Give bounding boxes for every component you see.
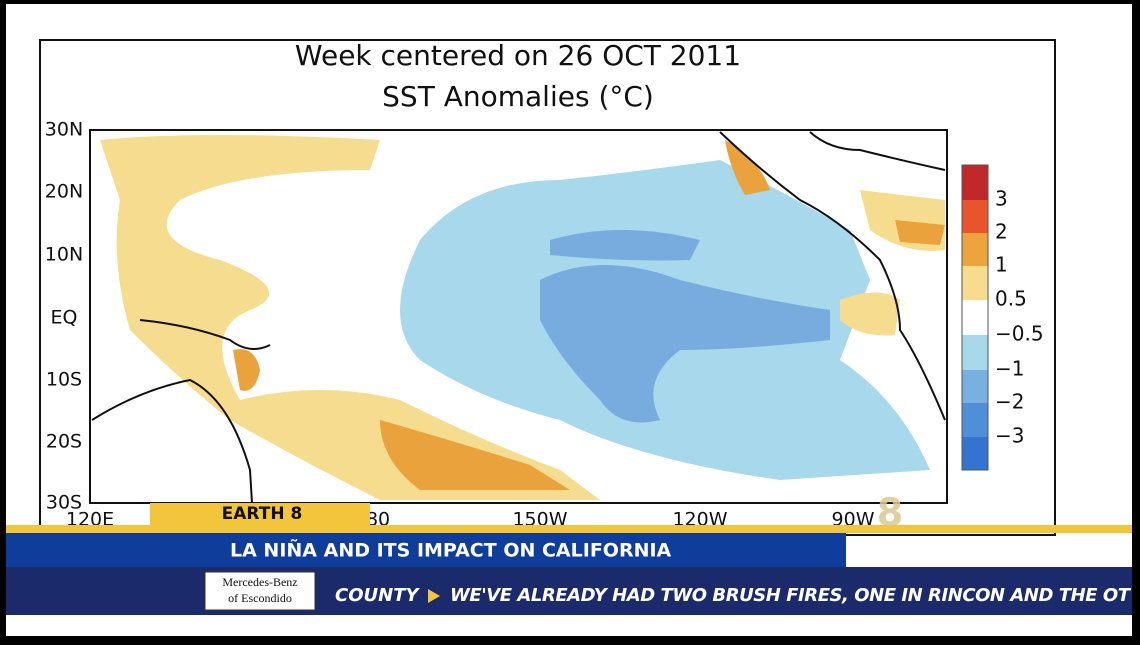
strong-cool-anomaly — [540, 265, 830, 423]
lower-third: EARTH 8 LA NIÑA AND ITS IMPACT ON CALIFO… — [6, 491, 1132, 615]
colorbar-label: −2 — [995, 390, 1024, 414]
coastline — [139, 319, 271, 350]
strong-cool-anomaly — [550, 230, 700, 261]
color-swatch — [962, 300, 988, 335]
headline: LA NIÑA AND ITS IMPACT ON CALIFORNIA — [230, 538, 672, 562]
colorbar-frame — [961, 164, 989, 471]
lat-label: 30S — [46, 492, 82, 514]
strong-warm-anomaly — [725, 140, 770, 195]
colorbar-label: 0.5 — [995, 287, 1027, 311]
warm-anomaly — [100, 135, 600, 500]
segment-label: EARTH 8 — [222, 504, 303, 524]
color-swatch — [962, 335, 988, 370]
color-swatch — [962, 403, 988, 437]
lat-label: EQ — [51, 307, 78, 329]
colorbar-label: 2 — [995, 220, 1008, 244]
color-swatch — [962, 233, 988, 266]
colorbar-label: −1 — [995, 357, 1024, 381]
warm-anomaly — [840, 292, 900, 336]
colorbar-label: 1 — [995, 253, 1008, 277]
map-subtitle: SST Anomalies (°C) — [382, 80, 654, 113]
colorbar: 3 2 1 0.5 −0.5 −1 −2 −3 — [961, 164, 1044, 471]
lat-label: 20N — [45, 181, 83, 203]
lat-label: 20S — [46, 431, 82, 453]
ticker-bar — [6, 567, 1132, 615]
color-swatch — [962, 266, 988, 300]
lat-label: 30N — [45, 119, 83, 141]
colorbar-label: −0.5 — [995, 322, 1044, 346]
strong-warm-anomaly — [895, 220, 945, 245]
map-plot — [89, 129, 948, 504]
strong-warm-anomaly — [380, 420, 570, 490]
colorbar-label: 3 — [995, 187, 1008, 211]
color-swatch — [962, 165, 988, 200]
sponsor-box — [204, 571, 316, 611]
station-logo: 8 — [877, 491, 903, 535]
gold-strip — [6, 525, 1132, 533]
lat-label: 10N — [45, 244, 83, 266]
strong-warm-anomaly — [233, 349, 260, 391]
coastline — [91, 378, 253, 504]
color-swatch — [962, 437, 988, 470]
sponsor-line: Mercedes-Benz — [222, 575, 297, 589]
segment-tab — [150, 503, 370, 525]
lat-labels: 30N 20N 10N EQ 10S 20S 30S — [45, 119, 83, 514]
coastline — [809, 131, 946, 171]
map-title: Week centered on 26 OCT 2011 — [295, 39, 741, 72]
headline-bar — [6, 533, 846, 567]
sponsor-line: of Escondido — [228, 591, 292, 605]
lat-label: 10S — [46, 369, 82, 391]
ticker-text: WE'VE ALREADY HAD TWO BRUSH FIRES, ONE I… — [450, 585, 1132, 606]
colorbar-label: −3 — [995, 424, 1024, 448]
color-swatch — [962, 370, 988, 403]
ticker-arrow — [428, 589, 440, 603]
color-swatch — [962, 200, 988, 233]
coastline — [719, 131, 946, 421]
ticker-topic: COUNTY — [335, 585, 420, 606]
